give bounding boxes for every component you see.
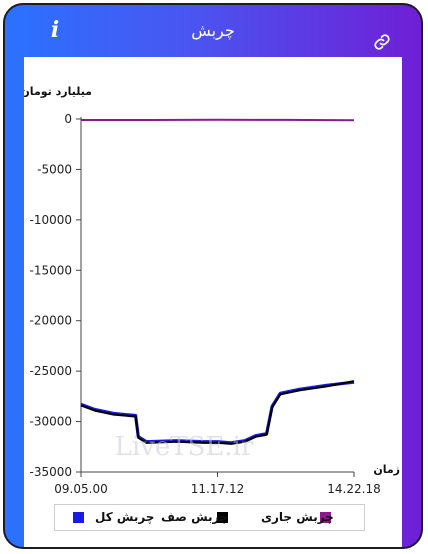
legend-swatch-queue <box>217 512 228 523</box>
legend-swatch-current <box>320 512 331 523</box>
watermark: LiveTSE.ir <box>115 432 254 462</box>
chart-card: i چربش میلیارد تومان زمان 0 -5000 -10000 -1… <box>3 3 423 549</box>
x-tick-label: 11.17.12 <box>191 482 244 496</box>
link-icon[interactable] <box>373 33 391 51</box>
series-layer <box>80 118 355 445</box>
series-line-queue <box>80 380 355 445</box>
y-tick-label: -15000 <box>29 263 72 277</box>
x-tick-label: 09.05.00 <box>54 482 107 496</box>
y-tick-label: -20000 <box>29 314 72 328</box>
y-tick-label: 0 <box>64 112 72 126</box>
y-tick-label: -10000 <box>29 213 72 227</box>
legend-label-current: چربش جاری <box>261 510 334 524</box>
legend-label-total: چربش کل <box>95 510 155 524</box>
x-axis-label: زمان <box>373 463 400 476</box>
y-tick-label: -25000 <box>29 364 72 378</box>
y-tick-label: -5000 <box>37 162 72 176</box>
legend-label-queue: چربش صف <box>161 510 229 524</box>
chart-svg: میلیارد تومان زمان 0 -5000 -10000 -15000 -20… <box>24 85 400 496</box>
legend-item-queue[interactable]: چربش صف <box>147 505 245 530</box>
legend: چربش جاری چربش صف چربش کل <box>54 504 365 531</box>
x-tick-label: 14.22.18 <box>327 482 380 496</box>
legend-item-current[interactable]: چربش جاری <box>245 505 363 530</box>
card-header: i چربش <box>5 5 421 57</box>
legend-swatch-total <box>73 512 84 523</box>
y-axis-label: میلیارد تومان <box>24 85 92 98</box>
y-tick-label: -35000 <box>29 465 72 479</box>
page-title: چربش <box>191 21 235 40</box>
y-tick-label: -30000 <box>29 415 72 429</box>
axes: 0 -5000 -10000 -15000 -20000 -25000 -30000 -350… <box>29 112 380 496</box>
chart-panel: میلیارد تومان زمان 0 -5000 -10000 -15000 -20… <box>24 57 402 547</box>
info-icon[interactable]: i <box>50 17 60 43</box>
legend-item-total[interactable]: چربش کل <box>59 505 154 530</box>
